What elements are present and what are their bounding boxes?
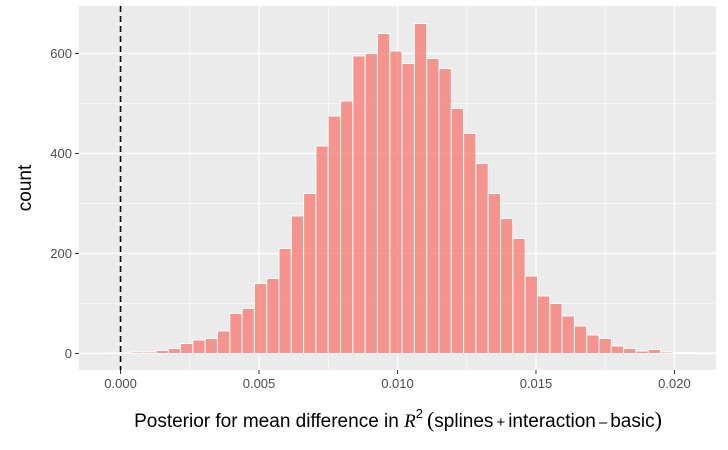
histogram-bar <box>475 163 489 354</box>
x-axis-title-plus: + <box>496 414 505 431</box>
y-axis-title: count <box>15 164 36 211</box>
histogram-bar <box>216 330 231 354</box>
histogram-bar <box>536 295 551 354</box>
histogram-bar <box>413 23 428 354</box>
x-axis-title-term-interaction: interaction <box>508 411 596 432</box>
histogram-bar <box>253 283 268 354</box>
histogram-bar <box>487 193 502 354</box>
histogram-bar <box>290 215 305 354</box>
histogram-bar <box>389 50 403 354</box>
y-tick-label: 200 <box>50 246 72 261</box>
histogram-bar <box>598 338 612 354</box>
histogram-bar <box>143 351 157 354</box>
x-axis-title-term-basic: basic <box>610 411 654 432</box>
tick-labels: 0.000 0.005 0.010 0.015 0.020 0 200 400 600 <box>50 46 690 391</box>
histogram-bar <box>438 68 452 354</box>
histogram-bar <box>635 350 649 354</box>
y-tick-label: 600 <box>50 46 72 61</box>
histogram-bar <box>426 58 440 354</box>
histogram-bar <box>376 33 391 354</box>
histogram-bars <box>106 23 728 354</box>
x-axis-title-term-splines: splines <box>434 411 493 432</box>
histogram-bar <box>660 351 674 354</box>
histogram-bar <box>672 352 686 354</box>
histogram-bar <box>450 108 465 354</box>
histogram-bar <box>696 352 711 354</box>
histogram-bar <box>610 345 625 354</box>
histogram-bar <box>303 193 317 354</box>
histogram-bar <box>512 238 526 354</box>
histogram-bar <box>340 100 354 354</box>
histogram-bar <box>241 308 255 354</box>
histogram-bar <box>130 351 145 354</box>
histogram-bar <box>155 350 169 354</box>
x-axis-title: Posterior for mean difference in R2 (spli… <box>134 406 662 432</box>
x-tick-label: 0.000 <box>104 376 137 391</box>
histogram-bar <box>549 303 563 354</box>
x-axis-title-prefix: Posterior for mean difference in <box>134 411 404 432</box>
axis-ticks <box>75 53 675 374</box>
histogram-bar <box>401 63 415 354</box>
histogram-bar <box>266 278 280 354</box>
x-tick-label: 0.010 <box>381 376 414 391</box>
histogram-bar <box>327 115 342 354</box>
histogram-bar <box>586 334 600 354</box>
histogram-bar <box>118 352 132 354</box>
x-tick-label: 0.020 <box>658 376 691 391</box>
x-tick-label: 0.005 <box>243 376 276 391</box>
x-tick-label: 0.015 <box>520 376 553 391</box>
histogram-bar <box>623 348 637 354</box>
histogram-bar <box>229 313 243 354</box>
histogram-bar <box>364 53 378 354</box>
histogram-bar <box>192 339 206 354</box>
x-axis-title-open-paren: ( <box>427 407 434 432</box>
histogram-bar <box>500 218 514 354</box>
x-axis-title-r-symbol: R <box>403 411 416 432</box>
histogram-bar <box>278 248 292 354</box>
x-axis-title-close-paren: ) <box>655 407 662 432</box>
histogram-bar <box>684 352 698 354</box>
histogram-bar <box>709 352 723 354</box>
histogram-bar <box>573 325 588 354</box>
histogram-bar <box>524 275 538 354</box>
histogram-bar <box>204 338 218 354</box>
x-axis-title-minus: – <box>599 414 608 431</box>
y-tick-label: 0 <box>65 346 72 361</box>
histogram-bar <box>315 145 329 354</box>
x-axis-title-superscript: 2 <box>416 406 423 421</box>
y-tick-label: 400 <box>50 146 72 161</box>
histogram-bar <box>721 352 728 354</box>
histogram-bar <box>106 352 120 354</box>
histogram-bar <box>463 133 477 354</box>
histogram-bar <box>352 55 366 354</box>
histogram-bar <box>647 349 662 354</box>
histogram-bar <box>180 343 194 354</box>
histogram-bar <box>167 348 182 354</box>
histogram-bar <box>561 315 575 354</box>
